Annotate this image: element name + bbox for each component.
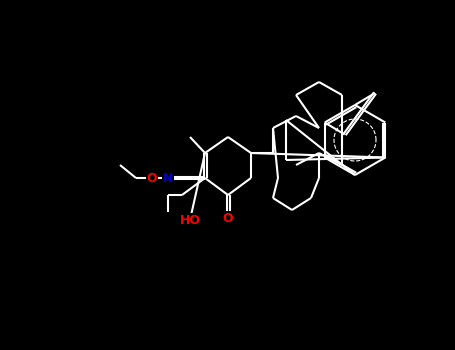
Text: HO: HO [180,214,201,226]
Text: O: O [147,172,157,184]
Text: N: N [163,172,173,184]
Text: O: O [222,211,233,224]
